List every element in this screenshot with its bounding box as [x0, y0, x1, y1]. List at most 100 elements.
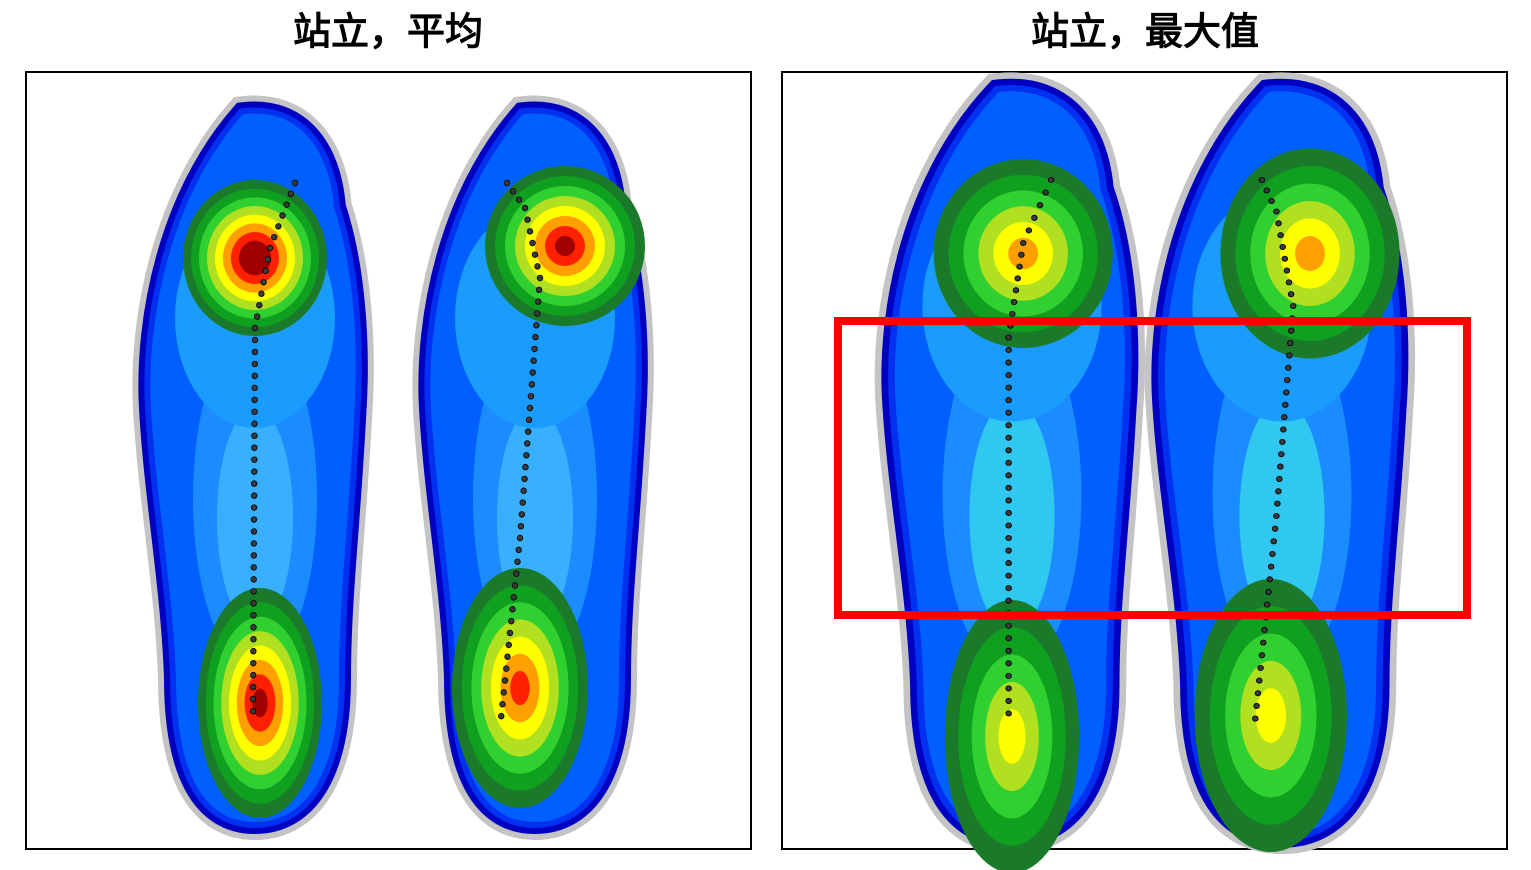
cop-point — [1275, 220, 1282, 227]
cop-point — [275, 223, 282, 230]
cop-point — [1005, 597, 1012, 604]
cop-point — [1005, 397, 1012, 404]
pressure-zone — [1295, 235, 1325, 271]
cop-point — [1005, 685, 1012, 692]
cop-point — [1005, 547, 1012, 554]
cop-point — [500, 689, 507, 696]
pressure-zone — [1255, 688, 1287, 743]
cop-point — [1256, 677, 1263, 684]
cop-point — [1263, 601, 1271, 608]
cop-point — [527, 392, 535, 400]
cop-point — [250, 528, 258, 535]
cop-point — [520, 487, 527, 494]
cop-point — [1274, 500, 1281, 507]
cop-point — [1010, 299, 1018, 306]
cop-point — [1283, 389, 1290, 396]
cop-point — [521, 204, 529, 212]
cop-point — [251, 444, 258, 451]
cop-point — [250, 576, 257, 583]
cop-point — [250, 492, 258, 499]
cop-point — [524, 440, 531, 447]
cop-point — [251, 372, 258, 380]
cop-point — [506, 629, 514, 637]
pressure-zone — [998, 709, 1026, 764]
cop-point — [1277, 232, 1284, 239]
cop-point — [524, 428, 532, 435]
pressure-zone — [1239, 400, 1325, 632]
cop-point — [503, 179, 511, 187]
cop-point — [1285, 352, 1293, 359]
cop-point — [531, 345, 538, 353]
cop-point — [499, 701, 506, 708]
cop-point — [250, 612, 257, 619]
cop-point — [1005, 522, 1012, 529]
pressure-maps — [154, 96, 1399, 870]
cop-point — [1266, 576, 1274, 583]
cop-point — [1258, 652, 1266, 659]
cop-point — [249, 707, 257, 715]
cop-point — [534, 310, 541, 317]
cop-point — [523, 452, 530, 459]
cop-point — [262, 267, 269, 275]
cop-point — [1005, 372, 1012, 379]
cop-point — [1268, 197, 1275, 205]
cop-point — [250, 624, 257, 631]
cop-point — [1269, 550, 1276, 558]
cop-point — [1279, 243, 1286, 250]
cop-point — [1005, 409, 1012, 416]
cop-point — [1005, 534, 1012, 542]
cop-point — [535, 286, 543, 294]
cop-point — [534, 263, 541, 270]
cop-point — [1005, 384, 1012, 391]
cop-point — [515, 546, 522, 554]
cop-point — [251, 480, 258, 487]
cop-point — [1259, 639, 1267, 646]
cop-point — [530, 357, 537, 364]
cop-point — [1263, 187, 1270, 194]
cop-point — [531, 251, 539, 258]
cop-point — [525, 416, 533, 424]
cop-point — [279, 212, 286, 219]
cop-point — [518, 511, 526, 518]
cop-point — [251, 468, 258, 475]
cop-point — [258, 290, 265, 297]
cop-point — [1289, 302, 1297, 310]
cop-point — [251, 396, 258, 404]
cop-point — [1014, 275, 1021, 282]
cop-point — [510, 594, 517, 601]
cop-point — [1252, 715, 1259, 722]
cop-point — [1005, 572, 1012, 579]
cop-point — [283, 201, 290, 208]
cop-point — [1277, 463, 1284, 470]
cop-point — [1005, 509, 1012, 516]
cop-point — [250, 504, 258, 511]
cop-point — [532, 333, 539, 341]
panel-title: 站立，最大值 — [1031, 10, 1259, 54]
cop-point — [509, 606, 516, 613]
cop-point — [251, 336, 259, 344]
pressure-zone — [555, 236, 575, 256]
cop-point — [1267, 563, 1275, 570]
cop-point — [1257, 664, 1264, 671]
cop-point — [1280, 426, 1287, 433]
cop-point — [1005, 359, 1012, 366]
cop-point — [1005, 497, 1012, 504]
cop-point — [1283, 267, 1291, 274]
cop-point — [1273, 208, 1280, 215]
cop-point — [1281, 255, 1289, 262]
cop-point — [1005, 647, 1012, 654]
cop-point — [533, 322, 540, 329]
cop-point — [1042, 189, 1049, 196]
cop-point — [1282, 401, 1289, 408]
foot — [1169, 96, 1399, 852]
cop-point — [1273, 512, 1280, 520]
cop-point — [534, 298, 542, 305]
cop-point — [1005, 346, 1012, 354]
cop-point — [1005, 459, 1012, 466]
cop-point — [250, 552, 258, 559]
cop-point — [508, 617, 515, 625]
cop-point — [1258, 176, 1266, 184]
cop-point — [524, 216, 531, 223]
cop-point — [529, 239, 536, 247]
